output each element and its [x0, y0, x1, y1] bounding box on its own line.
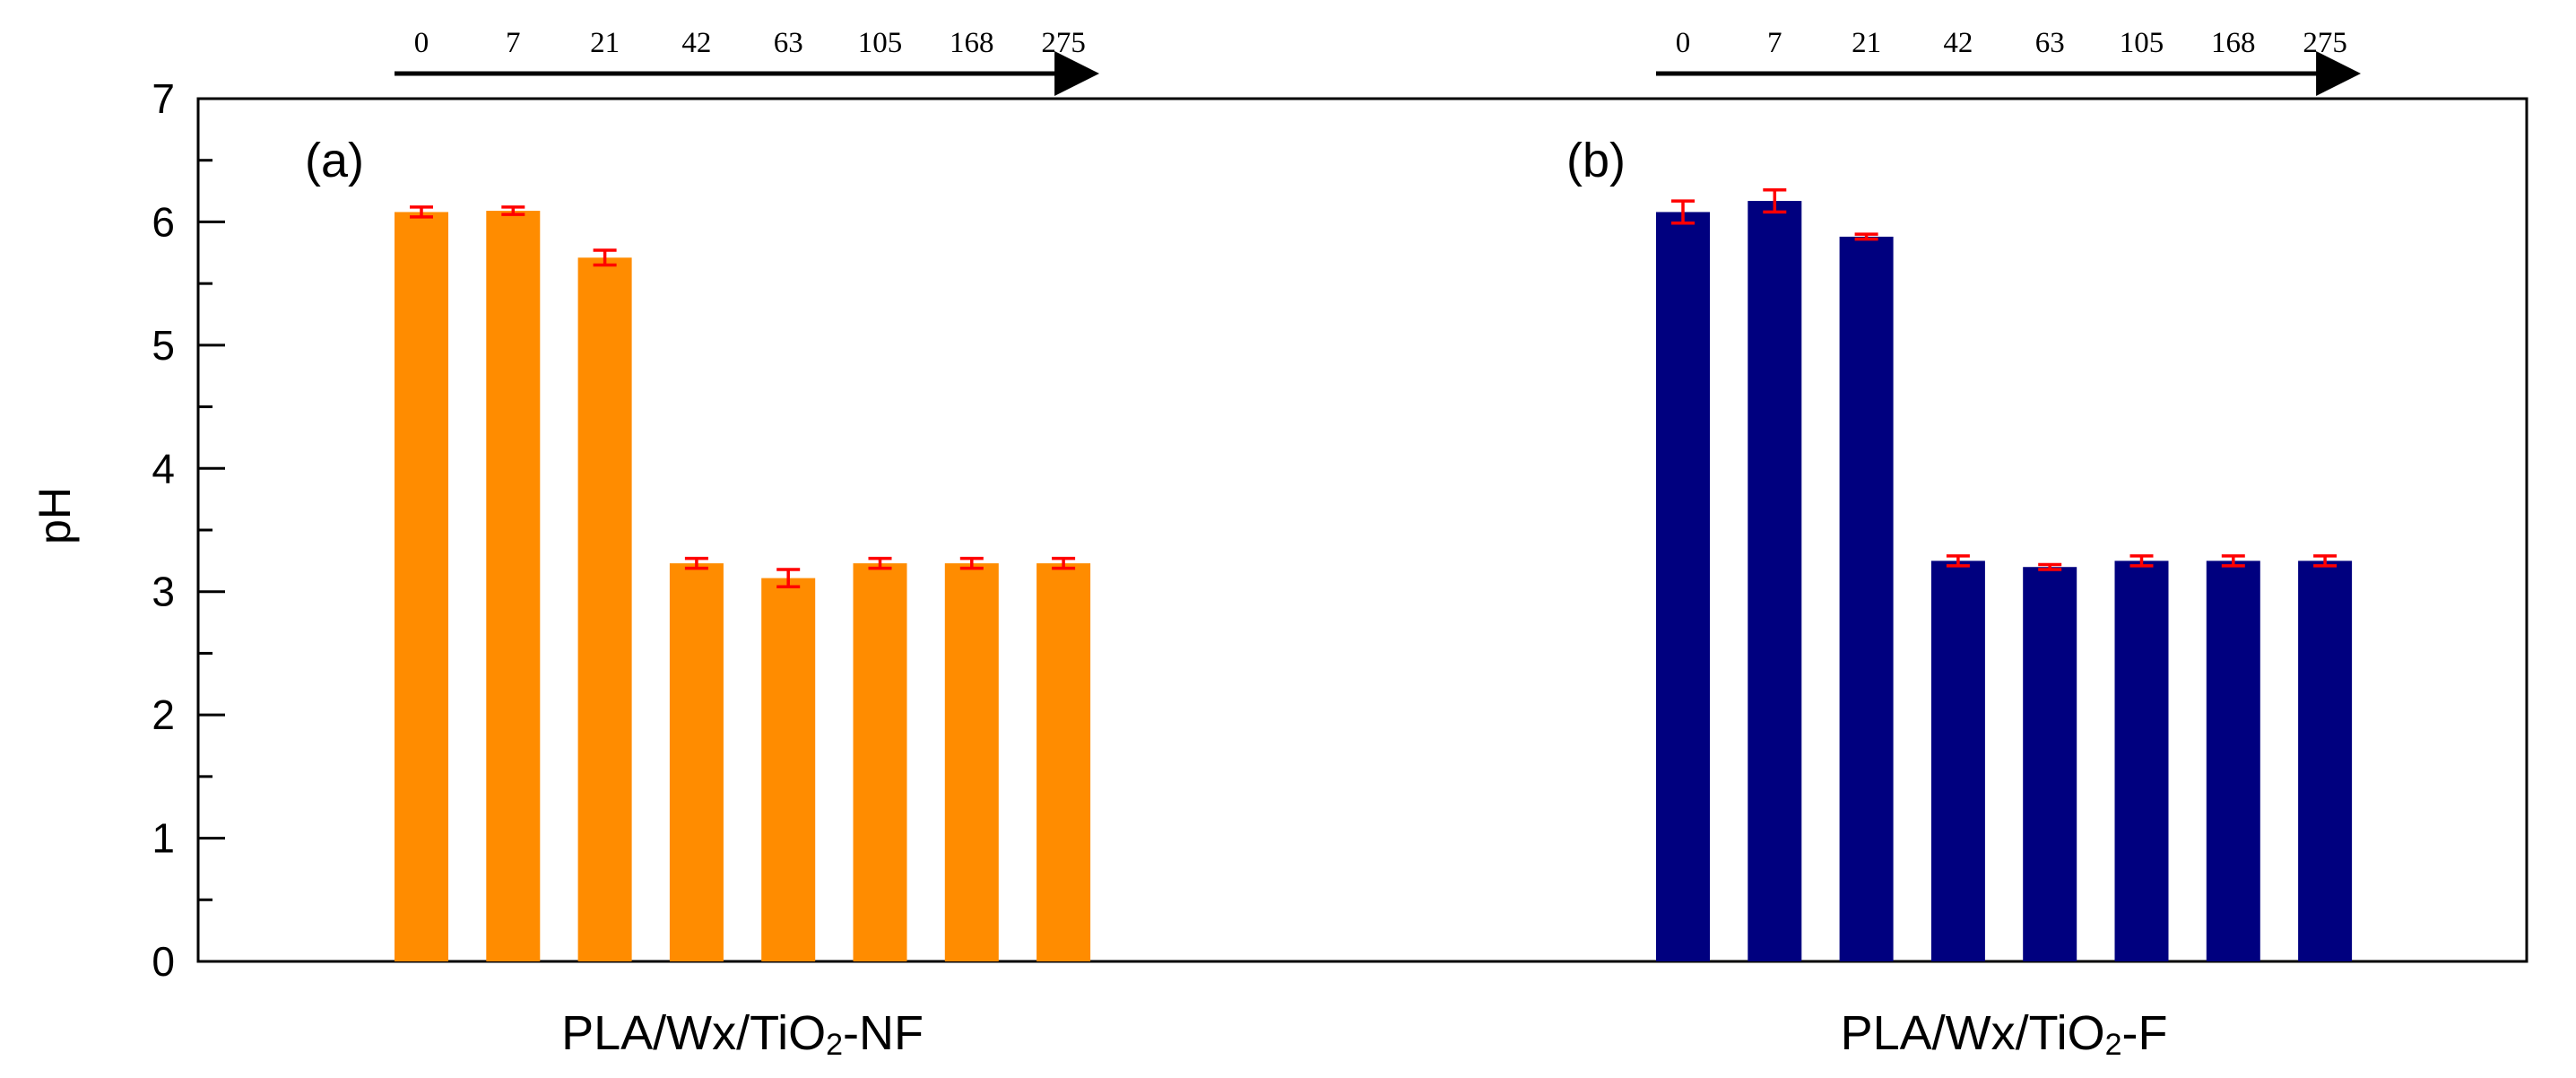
day-label: 42 — [1943, 27, 1973, 59]
group-label-subscript: 2 — [826, 1028, 843, 1062]
day-label: 21 — [1852, 27, 1881, 59]
y-tick-label: 5 — [152, 322, 175, 369]
bar — [2206, 561, 2260, 961]
day-label: 21 — [590, 27, 620, 59]
group-label: PLA/Wx/TiO2-F — [1841, 1006, 2168, 1062]
group-label-suffix: -NF — [843, 1006, 924, 1060]
y-tick-label: 7 — [152, 75, 175, 122]
y-tick-label: 1 — [152, 815, 175, 862]
bar — [486, 211, 541, 961]
group-label: PLA/Wx/TiO2-NF — [561, 1006, 924, 1062]
bar — [2298, 561, 2353, 961]
day-label: 0 — [1676, 27, 1691, 59]
day-label: 7 — [506, 27, 521, 59]
panel-label: (b) — [1566, 134, 1626, 187]
y-tick-label: 6 — [152, 198, 175, 245]
bar — [1930, 561, 1985, 961]
day-label: 42 — [681, 27, 711, 59]
group-label-suffix: -F — [2122, 1006, 2168, 1060]
day-label: 105 — [858, 27, 903, 59]
day-label: 63 — [774, 27, 803, 59]
y-tick-label: 0 — [152, 938, 175, 985]
bar — [1036, 563, 1091, 961]
group-label-main: PLA/Wx/TiO — [1841, 1006, 2105, 1060]
bar — [669, 563, 724, 961]
day-label: 105 — [2120, 27, 2164, 59]
bar — [761, 578, 816, 961]
y-tick-label: 4 — [152, 445, 175, 491]
bar — [395, 212, 448, 962]
bar — [2114, 561, 2169, 961]
bar — [1656, 212, 1710, 962]
bar — [2023, 567, 2077, 961]
y-tick-label: 2 — [152, 691, 175, 738]
day-label: 63 — [2035, 27, 2065, 59]
day-label: 168 — [2211, 27, 2256, 59]
y-tick-label: 3 — [152, 569, 175, 615]
bar — [1748, 201, 1802, 961]
group-label-subscript: 2 — [2105, 1028, 2122, 1062]
day-label: 275 — [2303, 27, 2347, 59]
panel-label: (a) — [305, 134, 364, 187]
bar — [944, 563, 999, 961]
day-label: 168 — [950, 27, 994, 59]
day-label: 7 — [1767, 27, 1782, 59]
day-label: 275 — [1041, 27, 1086, 59]
group-label-main: PLA/Wx/TiO — [561, 1006, 826, 1060]
bar — [853, 563, 907, 961]
plot-frame — [196, 97, 2528, 963]
bar — [577, 257, 632, 962]
day-label: 0 — [414, 27, 429, 59]
bar — [1839, 236, 1894, 961]
y-axis-title: pH — [30, 487, 80, 544]
